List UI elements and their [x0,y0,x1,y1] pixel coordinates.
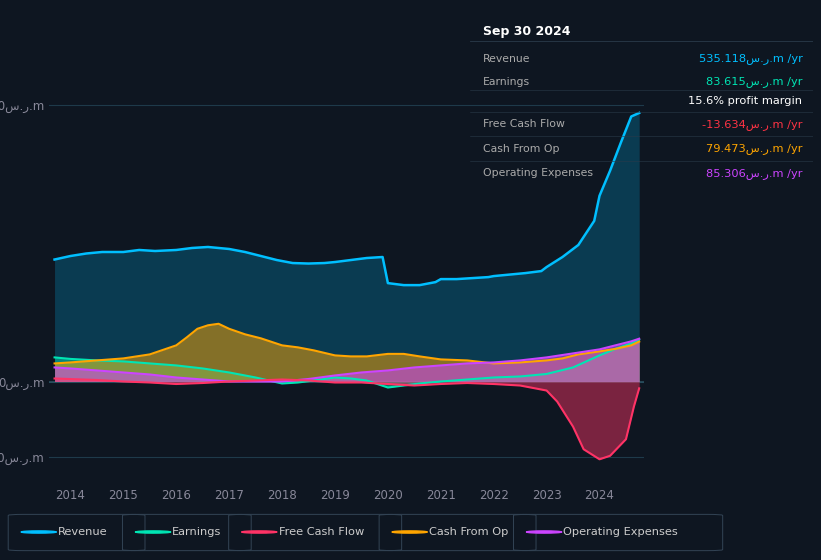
Text: Free Cash Flow: Free Cash Flow [278,527,364,537]
Text: Revenue: Revenue [58,527,108,537]
Text: Free Cash Flow: Free Cash Flow [484,119,565,129]
Text: Cash From Op: Cash From Op [429,527,508,537]
Circle shape [392,531,428,533]
Text: 15.6% profit margin: 15.6% profit margin [689,96,802,106]
Text: 85.306س.ر.m /yr: 85.306س.ر.m /yr [706,168,802,179]
Text: Cash From Op: Cash From Op [484,144,560,153]
Text: Sep 30 2024: Sep 30 2024 [484,25,571,38]
Circle shape [135,531,171,533]
Text: Operating Expenses: Operating Expenses [563,527,678,537]
Text: 83.615س.ر.m /yr: 83.615س.ر.m /yr [706,76,802,87]
Text: 79.473س.ر.m /yr: 79.473س.ر.m /yr [706,143,802,154]
Circle shape [21,531,57,533]
Text: Earnings: Earnings [172,527,222,537]
Text: Operating Expenses: Operating Expenses [484,169,594,179]
Text: 535.118س.ر.m /yr: 535.118س.ر.m /yr [699,53,802,64]
Text: Revenue: Revenue [484,54,531,64]
Circle shape [526,531,562,533]
Circle shape [241,531,277,533]
Text: Earnings: Earnings [484,77,530,87]
Text: -13.634س.ر.m /yr: -13.634س.ر.m /yr [702,119,802,129]
